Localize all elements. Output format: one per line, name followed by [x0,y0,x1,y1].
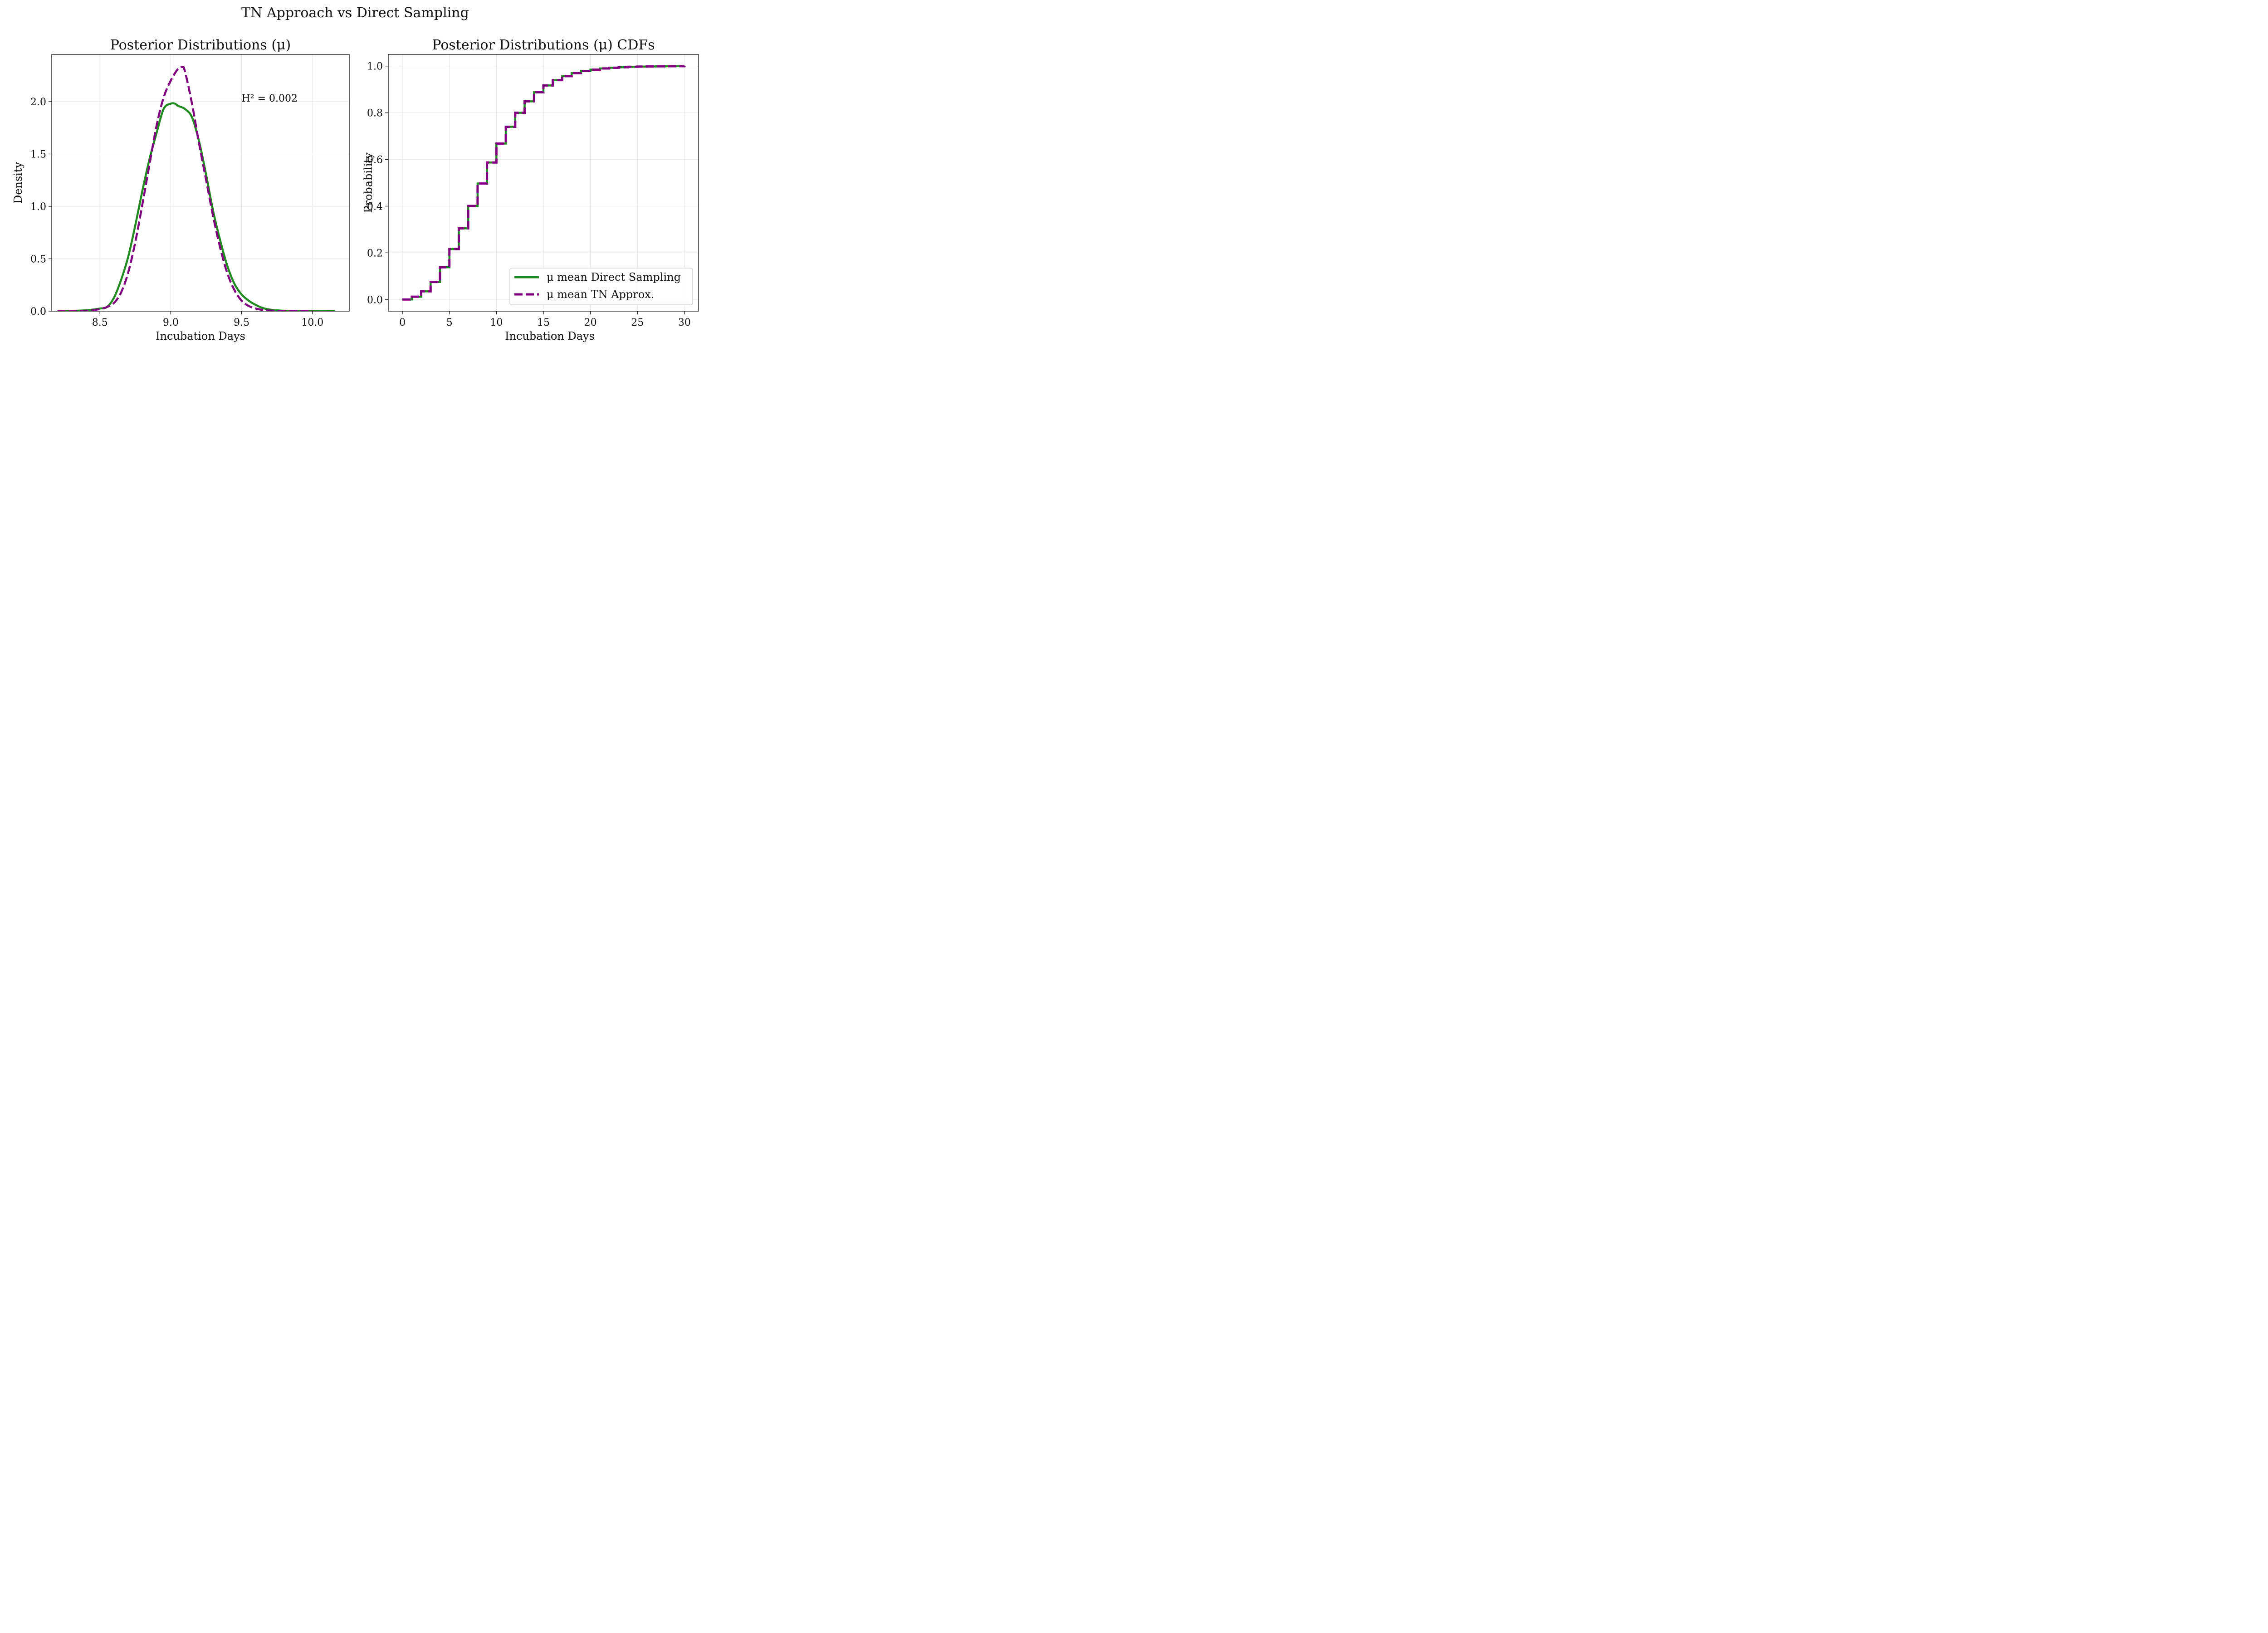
density-y-ticks: 0.0 0.5 1.0 1.5 2.0 [30,97,52,318]
cdf-y-tick-label: 0.2 [367,248,383,259]
density-x-tick-label: 9.0 [163,317,179,328]
density-x-label: Incubation Days [156,330,245,342]
density-y-tick-label: 1.5 [30,149,46,160]
figure: TN Approach vs Direct Sampling 8.5 9.0 9.5… [0,0,708,354]
density-x-tick-label: 10.0 [301,317,323,328]
density-y-label: Density [12,162,24,204]
density-y-tick-label: 2.0 [30,97,46,108]
cdf-x-tick-label: 0 [399,317,406,328]
density-series [57,66,335,311]
cdf-x-label: Incubation Days [505,330,595,342]
cdf-x-tick-label: 5 [446,317,453,328]
density-x-tick-label: 9.5 [234,317,249,328]
density-x-tick-label: 8.5 [92,317,108,328]
density-y-tick-label: 0.0 [30,306,46,318]
density-panel: 8.5 9.0 9.5 10.0 0.0 0.5 1.0 1.5 2.0 Posterior … [12,37,350,342]
cdf-y-tick-label: 0.6 [367,155,383,166]
cdf-title: Posterior Distributions (μ) CDFs [432,37,655,53]
cdf-x-ticks: 0 5 10 15 20 25 30 [399,311,691,328]
density-y-tick-label: 0.5 [30,254,46,265]
cdf-x-tick-label: 20 [584,317,597,328]
cdf-y-tick-label: 0.0 [367,294,383,306]
density-x-ticks: 8.5 9.0 9.5 10.0 [92,311,323,328]
cdf-x-tick-label: 10 [490,317,503,328]
cdf-legend: μ mean Direct Sampling μ mean TN Approx. [509,268,693,305]
density-line-tn [57,66,313,311]
figure-title: TN Approach vs Direct Sampling [241,5,469,21]
cdf-y-label: Probability [362,152,375,213]
density-y-tick-label: 1.0 [30,201,46,213]
cdf-y-tick-label: 0.4 [367,201,383,212]
density-line-direct [57,102,335,311]
density-title: Posterior Distributions (μ) [110,37,291,53]
cdf-line-tn [402,65,686,301]
hellinger-annotation: H² = 0.002 [242,93,298,104]
legend-label-direct: μ mean Direct Sampling [547,271,681,284]
cdf-x-tick-label: 15 [537,317,550,328]
legend-frame [509,268,693,305]
cdf-y-ticks: 0.0 0.2 0.4 0.6 0.8 1.0 [367,61,388,306]
cdf-y-tick-label: 1.0 [367,61,383,73]
cdf-x-tick-label: 30 [678,317,691,328]
cdf-x-tick-label: 25 [631,317,644,328]
cdf-series [402,65,686,301]
legend-label-tn: μ mean TN Approx. [547,288,654,301]
density-plot-frame [51,54,350,312]
cdf-panel: 0 5 10 15 20 25 30 0.0 0.2 0.4 0.6 0.8 1.0 Posterio… [362,37,699,342]
cdf-y-tick-label: 0.8 [367,108,383,119]
density-grid [52,54,349,312]
